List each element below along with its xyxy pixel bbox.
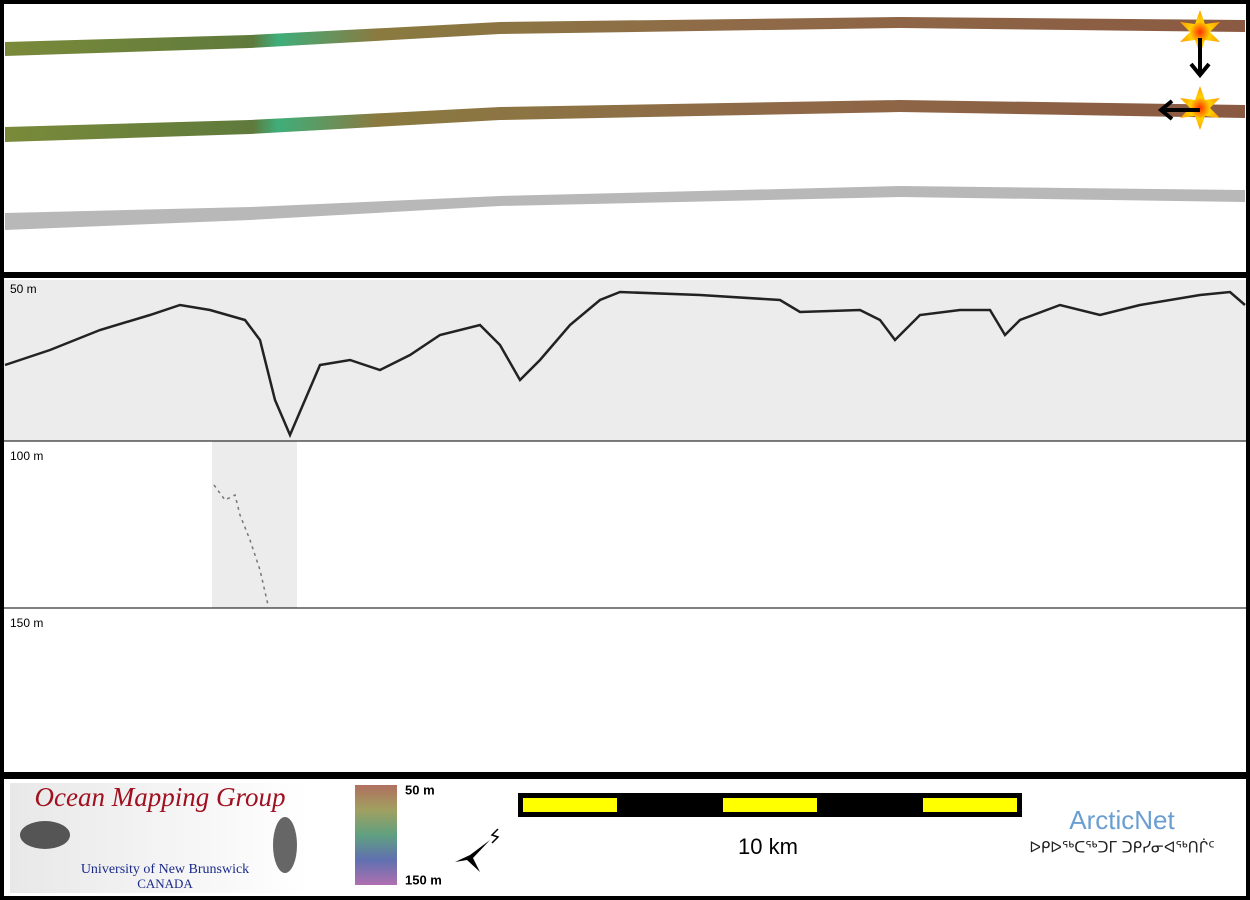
logo-shape <box>20 821 70 849</box>
depth-label: 100 m <box>10 449 43 463</box>
colorbar-label: 150 m <box>405 872 442 887</box>
seabed-profile <box>4 290 1246 439</box>
scale-bar-segment <box>523 798 617 812</box>
swath-backscatter <box>5 186 1245 230</box>
colorbar <box>355 785 397 885</box>
logo-title: Ocean Mapping Group <box>35 782 286 812</box>
scale-bar-segment <box>723 798 817 812</box>
logo-shape <box>273 817 297 873</box>
colorbar-label: 50 m <box>405 782 435 797</box>
depth-label: 150 m <box>10 616 43 630</box>
logo-country: CANADA <box>137 876 193 891</box>
scale-bar-segment <box>923 798 1017 812</box>
swath <box>5 17 1245 56</box>
echogram-band <box>212 441 297 608</box>
arrow <box>1157 38 1211 121</box>
echogram-band <box>4 280 1246 441</box>
partner-name: ArcticNet <box>1069 805 1175 835</box>
partner-inuktitut: ᐅᑭᐅᖅᑕᖅᑐᒥ ᑐᑭᓯᓂᐊᖅᑎᒌᑦ <box>1029 839 1214 857</box>
depth-label: 50 m <box>10 282 37 296</box>
scale-label: 10 km <box>738 834 798 859</box>
swath <box>5 100 1245 142</box>
logo-university: University of New Brunswick <box>81 862 249 877</box>
seabed-profile <box>213 484 269 606</box>
north-arrow <box>455 828 500 872</box>
